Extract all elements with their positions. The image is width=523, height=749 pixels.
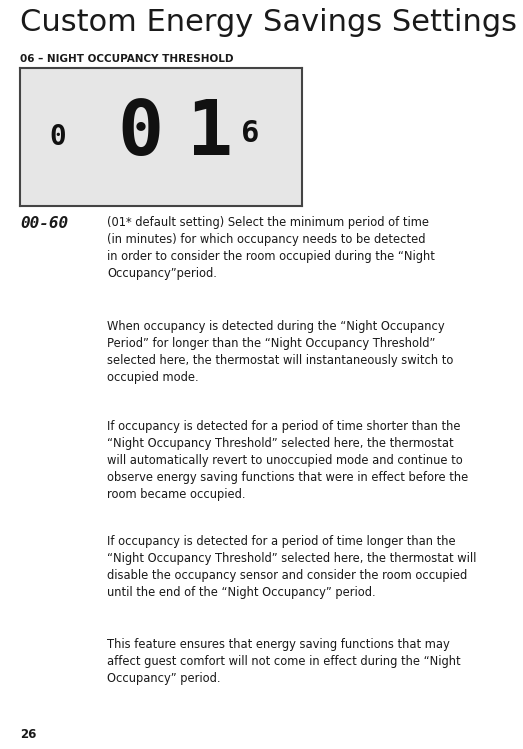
Text: Custom Energy Savings Settings: Custom Energy Savings Settings (20, 8, 517, 37)
Text: This feature ensures that energy saving functions that may
affect guest comfort : This feature ensures that energy saving … (107, 638, 461, 685)
Text: If occupancy is detected for a period of time longer than the
“Night Occupancy T: If occupancy is detected for a period of… (107, 535, 476, 599)
Text: 1: 1 (187, 97, 233, 171)
Text: 06 – NIGHT OCCUPANCY THRESHOLD: 06 – NIGHT OCCUPANCY THRESHOLD (20, 54, 233, 64)
Text: When occupancy is detected during the “Night Occupancy
Period” for longer than t: When occupancy is detected during the “N… (107, 320, 453, 384)
Text: If occupancy is detected for a period of time shorter than the
“Night Occupancy : If occupancy is detected for a period of… (107, 420, 468, 501)
Text: 00-60: 00-60 (20, 216, 68, 231)
Text: 26: 26 (20, 728, 37, 741)
Text: 0: 0 (117, 97, 163, 171)
Text: 6: 6 (241, 120, 259, 148)
Text: 0: 0 (50, 123, 66, 151)
Text: (01* default setting) Select the minimum period of time
(in minutes) for which o: (01* default setting) Select the minimum… (107, 216, 435, 280)
